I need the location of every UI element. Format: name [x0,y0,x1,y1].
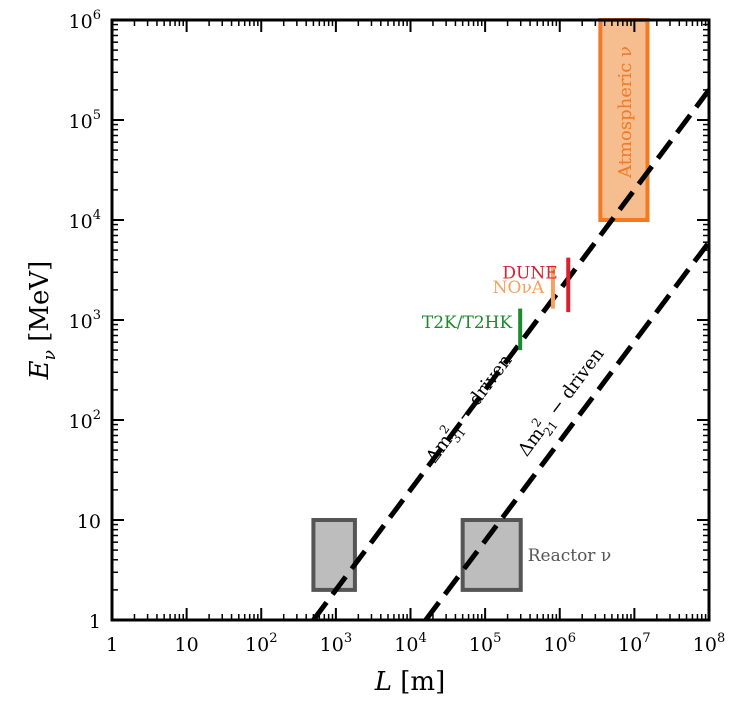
y-axis-label: Eν [MeV] [25,261,60,381]
x-tick-exp-3: 3 [344,631,352,646]
region-label-1: Reactor ν [528,546,611,566]
y-tick-label-1: 10 [77,511,101,533]
y-tick-base-4: 10 [69,211,93,233]
y-axis-label-unit: [MeV] [25,261,55,350]
y-tick-label-2: 102 [69,408,101,433]
y-tick-base-1: 10 [77,511,101,533]
x-tick-base-8: 10 [693,634,717,656]
y-tick-label-4: 104 [69,208,101,233]
region-label-2: Atmospheric ν [615,46,636,179]
region-box-2 [598,18,650,222]
y-tick-base-0: 1 [89,611,101,633]
x-axis-label: L [m] [374,667,445,697]
y-tick-label-6: 106 [69,8,101,33]
y-tick-base-6: 10 [69,11,93,33]
x-tick-label-3: 103 [320,631,352,656]
x-tick-label-4: 104 [394,631,426,656]
x-tick-exp-2: 2 [269,631,277,646]
y-tick-label-0: 1 [89,611,101,633]
y-tick-label-5: 105 [69,108,101,133]
y-tick-exp-4: 4 [93,208,101,223]
x-tick-exp-5: 5 [493,631,501,646]
x-tick-label-7: 107 [618,631,650,656]
experiment-label-0: T2K/T2HK [422,313,513,333]
x-tick-exp-6: 6 [568,631,576,646]
x-tick-base-3: 10 [320,634,344,656]
x-tick-base-1: 10 [175,634,199,656]
x-axis-label-var: L [374,667,392,697]
y-tick-label-3: 103 [69,308,101,333]
dashed-line-0 [311,88,709,620]
y-tick-exp-2: 2 [93,408,101,423]
x-tick-exp-7: 7 [642,631,650,646]
x-tick-base-0: 1 [106,634,118,656]
x-tick-exp-4: 4 [418,631,426,646]
experiments-layer [518,257,571,351]
x-tick-label-1: 10 [175,634,199,656]
axis-labels-layer: L [m] Eν [MeV] [25,261,445,697]
region-box-0 [311,518,357,592]
y-tick-exp-5: 5 [93,108,101,123]
x-tick-base-4: 10 [394,634,418,656]
x-tick-label-0: 1 [106,634,118,656]
plot-frame [110,18,711,622]
x-tick-base-6: 10 [544,634,568,656]
lines-layer [311,88,709,620]
y-tick-exp-6: 6 [93,8,101,23]
dashed-line-1 [423,240,709,620]
y-axis-label-var: E [25,360,55,380]
x-tick-exp-8: 8 [717,631,725,646]
x-tick-label-6: 106 [544,631,576,656]
y-tick-base-2: 10 [69,411,93,433]
y-tick-exp-3: 3 [93,308,101,323]
regions-layer [311,18,650,592]
x-tick-base-7: 10 [618,634,642,656]
x-tick-label-8: 108 [693,631,725,656]
x-tick-base-2: 10 [245,634,269,656]
x-tick-label-5: 105 [469,631,501,656]
experiment-label-2: DUNE [502,263,557,283]
y-tick-base-5: 10 [69,111,93,133]
x-tick-base-5: 10 [469,634,493,656]
y-axis-label-sub: ν [40,350,60,360]
experiment-label-1: NOνA [493,278,545,298]
x-tick-label-2: 102 [245,631,277,656]
y-tick-base-3: 10 [69,311,93,333]
x-axis-label-unit: [m] [392,667,445,697]
tick-labels-layer: 1 10 102 103 104 105 106 107 1081101021031041051… [69,8,726,656]
